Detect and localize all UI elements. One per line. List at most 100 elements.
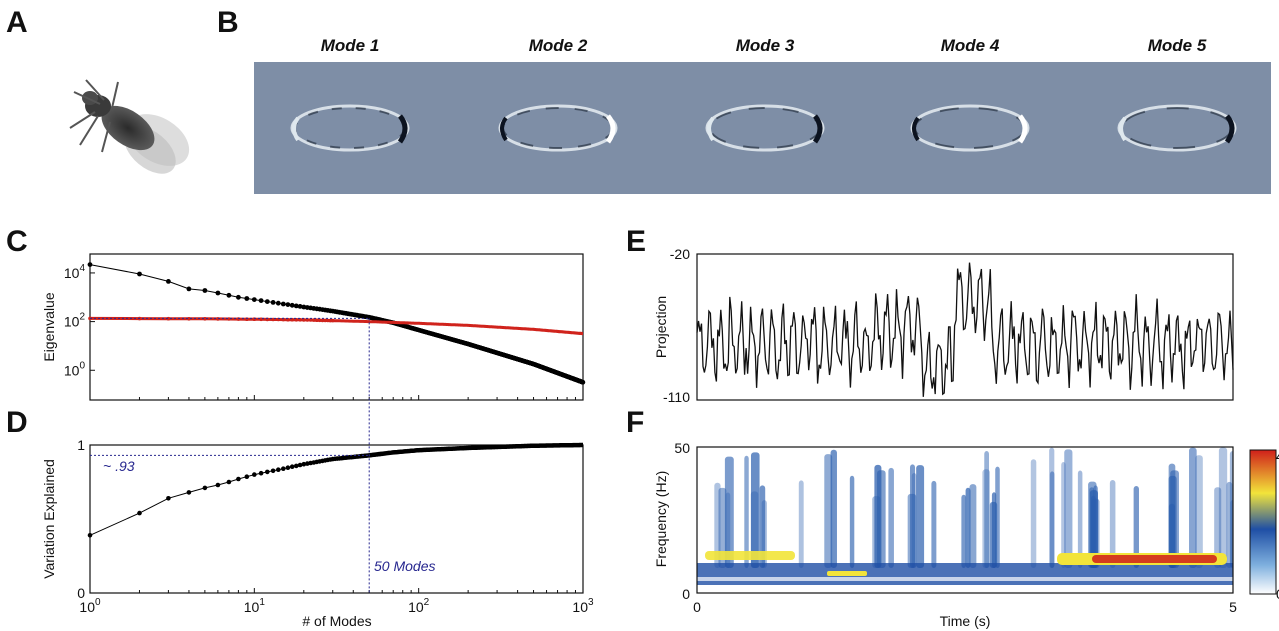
c-point-0-11: [258, 298, 264, 303]
c-point-0-13: [270, 300, 276, 305]
d-point-1: [87, 533, 93, 538]
e-ylabel: Projection: [653, 296, 669, 358]
f-hot-band-1: [705, 551, 795, 560]
c-point-0-6: [215, 290, 221, 296]
c-point-0-10: [251, 297, 257, 302]
c-point-0-14: [275, 300, 281, 306]
f-ylabel: Frequency (Hz): [653, 471, 669, 567]
d-point-16: [285, 465, 291, 471]
colorbar-top-label: 4: [1276, 448, 1279, 464]
variance-annotation: ~ .93: [103, 458, 135, 474]
c-point-0-19: [297, 304, 303, 309]
f-ytick-top: 50: [674, 440, 690, 456]
d-point-4: [186, 490, 192, 495]
d-point-7: [226, 479, 232, 485]
d-point-6: [215, 482, 221, 488]
mode-image-4: [910, 104, 1030, 152]
panel-d-plot: 01 Variation Explained # of Modes ~ .93 …: [41, 437, 584, 629]
f-xlabel: Time (s): [940, 613, 991, 629]
fly-image: [69, 79, 190, 174]
d-point-10: [252, 472, 257, 477]
d-xtick-exp-1: 1: [259, 597, 265, 608]
c-point-0-2: [137, 271, 142, 277]
colorbar: [1249, 449, 1277, 595]
c-ytick-exp-1: 2: [79, 312, 85, 323]
d-xtick-label-1: 101: [244, 597, 266, 615]
c-series-line-0: [89, 264, 584, 383]
mode-image-5: [1117, 104, 1237, 152]
panel-label-d: D: [6, 406, 28, 439]
c-point-1-4: [187, 317, 191, 321]
c-point-1-23: [312, 318, 316, 322]
colorbar-bottom-label: 0: [1276, 586, 1279, 602]
c-point-0-4: [186, 286, 192, 292]
c-ytick-label-2: 104: [64, 263, 86, 281]
d-point-3: [166, 496, 171, 501]
d-xtick-label-2: 102: [408, 597, 430, 615]
c-point-1-8: [236, 317, 241, 321]
d-point-9: [244, 474, 250, 480]
c-point-0-18: [293, 303, 299, 309]
c-point-0-8: [236, 294, 241, 300]
modes-annotation: 50 Modes: [374, 558, 435, 574]
c-point-1-27: [323, 318, 328, 323]
mode-title-5: Mode 5: [1148, 36, 1207, 55]
mode-title-4: Mode 4: [941, 36, 1000, 55]
panel-e-plot: -20 -110 Projection: [653, 246, 1234, 405]
c-point-0-20: [301, 304, 307, 310]
d-ytick-label-1: 1: [77, 437, 85, 453]
c-point-1-22: [308, 318, 313, 322]
d-point-14: [276, 467, 281, 473]
c-ylabel: Eigenvalue: [41, 292, 57, 361]
d-xlabel: # of Modes: [302, 613, 371, 629]
d-point-8: [236, 476, 241, 482]
d-point-12: [265, 469, 270, 475]
c-ytick-label-0: 100: [64, 360, 86, 378]
c-point-1-21: [305, 318, 310, 322]
c-point-1-26: [320, 318, 325, 323]
f-low-band: [697, 563, 1233, 585]
d-ytick-label-0: 0: [77, 585, 85, 601]
c-point-0-1: [87, 262, 93, 267]
panel-label-b: B: [217, 6, 239, 39]
panel-label-a: A: [6, 6, 28, 39]
mode-title-1: Mode 1: [321, 36, 380, 55]
c-dense-tail: [381, 318, 584, 385]
f-xtick-end: 5: [1229, 599, 1237, 615]
c-point-0-16: [285, 302, 291, 307]
d-dense-tail: [381, 442, 583, 457]
d-point-19: [297, 462, 303, 468]
c-point-0-12: [264, 299, 270, 304]
panel-label-c: C: [6, 225, 28, 258]
f-xtick-start: 0: [693, 599, 701, 615]
mode-image-3: [705, 104, 825, 152]
f-ytick-bottom: 0: [682, 586, 690, 602]
c-point-0-9: [244, 296, 250, 301]
mode-title-2: Mode 2: [529, 36, 588, 55]
c-point-1-5: [203, 317, 207, 321]
d-point-20: [301, 461, 307, 467]
d-ylabel: Variation Explained: [41, 459, 57, 579]
c-point-0-7: [226, 292, 232, 298]
c-ytick-exp-2: 4: [79, 263, 85, 274]
mode-title-3: Mode 3: [736, 36, 795, 55]
c-point-1-24: [315, 318, 319, 323]
projection-trace: [696, 262, 1234, 397]
modes-background: [254, 62, 1271, 194]
d-point-11: [258, 470, 264, 476]
c-series-line-1: [89, 316, 584, 336]
c-point-1-20: [302, 318, 306, 322]
d-point-13: [270, 468, 276, 474]
c-ytick-exp-0: 0: [79, 360, 85, 371]
d-point-18: [294, 463, 299, 469]
d-point-17: [289, 464, 295, 470]
mode-image-1: [290, 104, 410, 152]
f-hot-band-3: [1092, 555, 1217, 563]
c-point-1-30: [330, 318, 335, 323]
e-ytick-top: -20: [670, 246, 690, 262]
c-point-1-7: [227, 317, 231, 321]
c-point-0-17: [289, 302, 295, 308]
d-xtick-exp-2: 2: [424, 597, 430, 608]
